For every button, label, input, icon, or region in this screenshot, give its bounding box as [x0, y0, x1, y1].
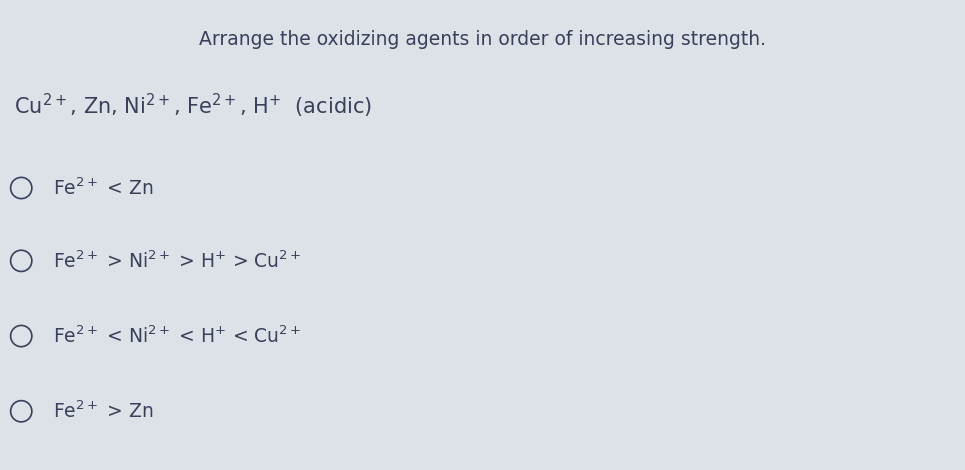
Text: Arrange the oxidizing agents in order of increasing strength.: Arrange the oxidizing agents in order of… [199, 31, 766, 49]
Text: Fe$^{2+}$ < Ni$^{2+}$ < H$^{+}$ < Cu$^{2+}$: Fe$^{2+}$ < Ni$^{2+}$ < H$^{+}$ < Cu$^{2… [53, 325, 301, 347]
Text: Fe$^{2+}$ > Ni$^{2+}$ > H$^{+}$ > Cu$^{2+}$: Fe$^{2+}$ > Ni$^{2+}$ > H$^{+}$ > Cu$^{2… [53, 250, 301, 272]
Text: Fe$^{2+}$ < Zn: Fe$^{2+}$ < Zn [53, 177, 153, 199]
Text: Cu$^{2+}$, Zn, Ni$^{2+}$, Fe$^{2+}$, H$^{+}$  (acidic): Cu$^{2+}$, Zn, Ni$^{2+}$, Fe$^{2+}$, H$^… [14, 92, 372, 120]
Text: Fe$^{2+}$ > Zn: Fe$^{2+}$ > Zn [53, 400, 153, 422]
